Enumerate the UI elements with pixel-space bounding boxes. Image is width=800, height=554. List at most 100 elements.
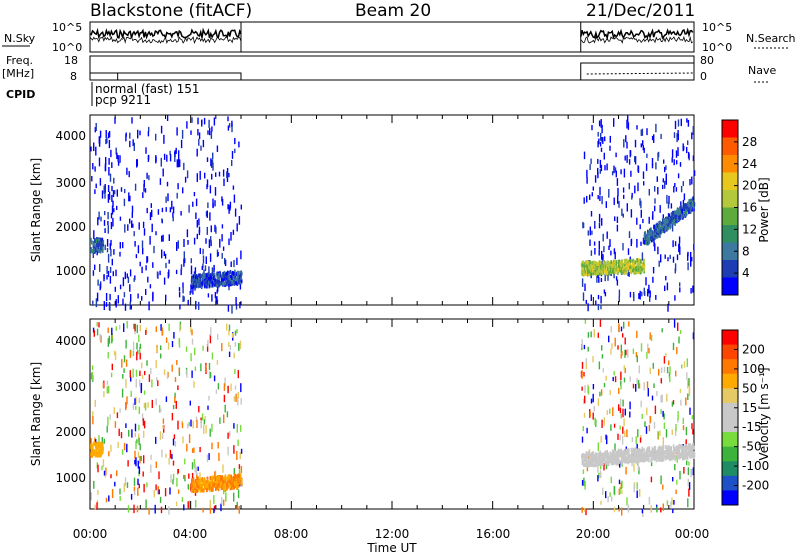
echo-point (133, 277, 135, 282)
echo-point (226, 411, 229, 418)
echo-point (672, 400, 675, 405)
echo-point (662, 484, 664, 490)
echo-point (581, 386, 583, 391)
echo-band-point (589, 271, 591, 276)
echo-band-point (648, 451, 651, 456)
echo-band-point (92, 449, 95, 453)
echo-band-point (95, 444, 98, 449)
echo-point (647, 343, 649, 353)
echo-band-point (612, 270, 615, 275)
echo-point (168, 259, 170, 264)
echo-point (587, 230, 589, 236)
echo-band-point (581, 272, 584, 276)
echo-band-point (648, 453, 651, 458)
echo-point (119, 284, 122, 290)
xtick-1200: 12:00 (375, 527, 410, 541)
echo-point (585, 508, 587, 516)
echo-point (655, 123, 657, 133)
colorbar-segment (722, 277, 738, 296)
echo-band-point (669, 456, 671, 461)
echo-band-point (236, 474, 238, 479)
echo-point (106, 239, 109, 247)
echo-band-point (230, 476, 233, 481)
echo-band-point (657, 233, 660, 238)
echo-band-point (630, 455, 633, 460)
echo-band-point (646, 235, 648, 240)
echo-point (132, 403, 135, 410)
echo-point (597, 195, 599, 200)
echo-band-point (690, 445, 692, 450)
echo-point (238, 343, 240, 351)
echo-point (611, 171, 614, 176)
sky-left-tick-bottom: 10^0 (52, 41, 82, 54)
echo-point (107, 225, 109, 234)
echo-point (585, 358, 587, 364)
echo-point (220, 503, 222, 512)
echo-band-point (591, 268, 594, 273)
echo-band-point (203, 274, 206, 279)
echo-point (222, 464, 224, 473)
echo-band-point (601, 462, 604, 467)
echo-band-point (583, 458, 586, 463)
echo-band-point (611, 458, 614, 462)
echo-point (679, 330, 682, 335)
echo-band-point (653, 225, 655, 229)
echo-point (139, 379, 141, 387)
echo-point (129, 132, 131, 139)
echo-point (217, 287, 219, 292)
echo-band-point (228, 282, 230, 287)
echo-band-point (224, 275, 226, 280)
echo-point (691, 423, 693, 430)
echo-point (613, 197, 615, 205)
echo-band-point (101, 443, 104, 448)
echo-point (123, 355, 126, 363)
echo-point (665, 352, 667, 357)
echo-band-point (648, 446, 651, 451)
echo-point (690, 288, 692, 294)
echo-point (107, 416, 109, 426)
echo-point (622, 243, 624, 251)
echo-point (619, 487, 621, 495)
echo-band-point (656, 450, 658, 455)
echo-point (180, 268, 182, 276)
echo-band-point (102, 449, 104, 454)
echo-point (598, 361, 601, 370)
echo-point (599, 319, 602, 327)
echo-point (193, 381, 195, 388)
echo-band-point (598, 453, 600, 458)
echo-point (231, 160, 233, 167)
echo-point (682, 181, 684, 187)
echo-point (152, 262, 154, 268)
echo-point (622, 426, 624, 434)
echo-band-point (625, 267, 628, 271)
echo-point (667, 201, 670, 209)
noise-trace (580, 27, 694, 41)
echo-point (199, 170, 201, 180)
echo-point (664, 180, 666, 189)
echo-point (144, 188, 147, 193)
echo-point (618, 289, 621, 297)
echo-band-point (230, 479, 233, 484)
x-axis-label: Time UT (366, 541, 417, 554)
echo-band-point (584, 269, 586, 274)
echo-point (213, 268, 215, 273)
echo-point (680, 399, 682, 406)
echo-point (126, 396, 128, 405)
echo-band-point (667, 216, 669, 221)
echo-point (193, 237, 196, 245)
echo-point (228, 341, 230, 347)
echo-point (678, 236, 681, 244)
echo-point (209, 185, 212, 194)
echo-band-point (210, 483, 212, 488)
echo-band-point (208, 280, 210, 285)
echo-band-point (675, 454, 677, 459)
echo-point (207, 202, 209, 209)
echo-point (101, 190, 104, 199)
echo-band-point (636, 258, 638, 263)
echo-band-point (605, 263, 608, 268)
echo-point (628, 159, 631, 165)
echo-point (660, 507, 662, 513)
echo-point (668, 372, 671, 379)
echo-band-point (652, 236, 654, 241)
echo-point (610, 424, 612, 431)
